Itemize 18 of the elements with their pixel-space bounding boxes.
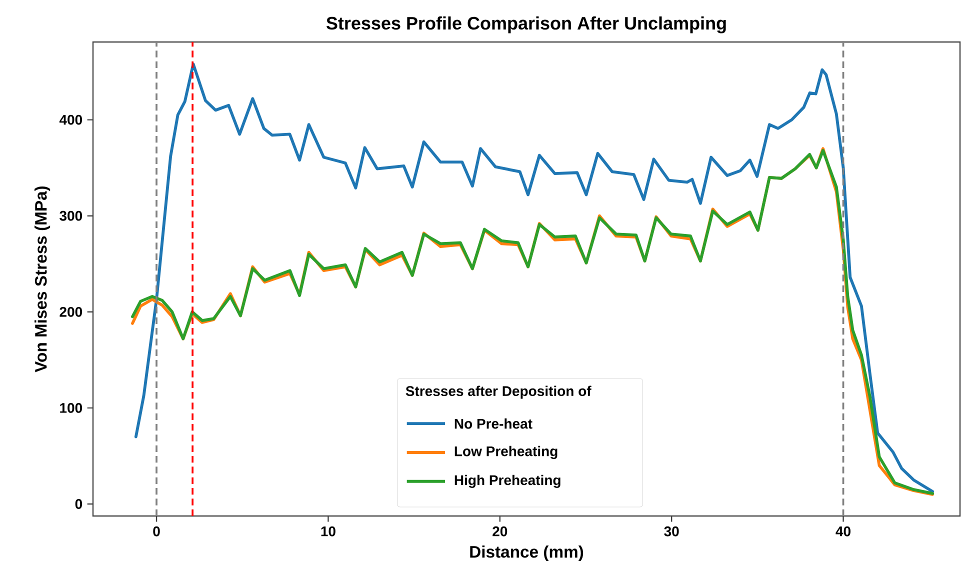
line-series <box>134 62 934 493</box>
legend-label: No Pre-heat <box>454 418 532 429</box>
x-tick-label: 30 <box>664 526 679 536</box>
x-tick-label: 20 <box>492 526 508 536</box>
y-tick-label: 0 <box>75 499 82 509</box>
chart-title: Stresses Profile Comparison After Unclamping <box>326 16 726 34</box>
legend-title: Stresses after Deposition of <box>406 386 592 399</box>
x-tick-label: 40 <box>836 526 850 536</box>
legend-label: High Preheating <box>454 474 560 488</box>
y-tick-label: 300 <box>60 210 82 221</box>
x-axis-title: Distance (mm) <box>470 545 584 562</box>
y-tick-label: 200 <box>60 306 82 317</box>
x-tick-label: 10 <box>321 526 336 536</box>
y-tick-label: 100 <box>60 402 82 413</box>
x-tick-label: 0 <box>153 526 160 536</box>
y-tick-label: 400 <box>59 114 82 125</box>
y-axis-title: Von Mises Stress (MPa) <box>34 186 50 372</box>
legend-label: Low Preheating <box>454 446 558 460</box>
